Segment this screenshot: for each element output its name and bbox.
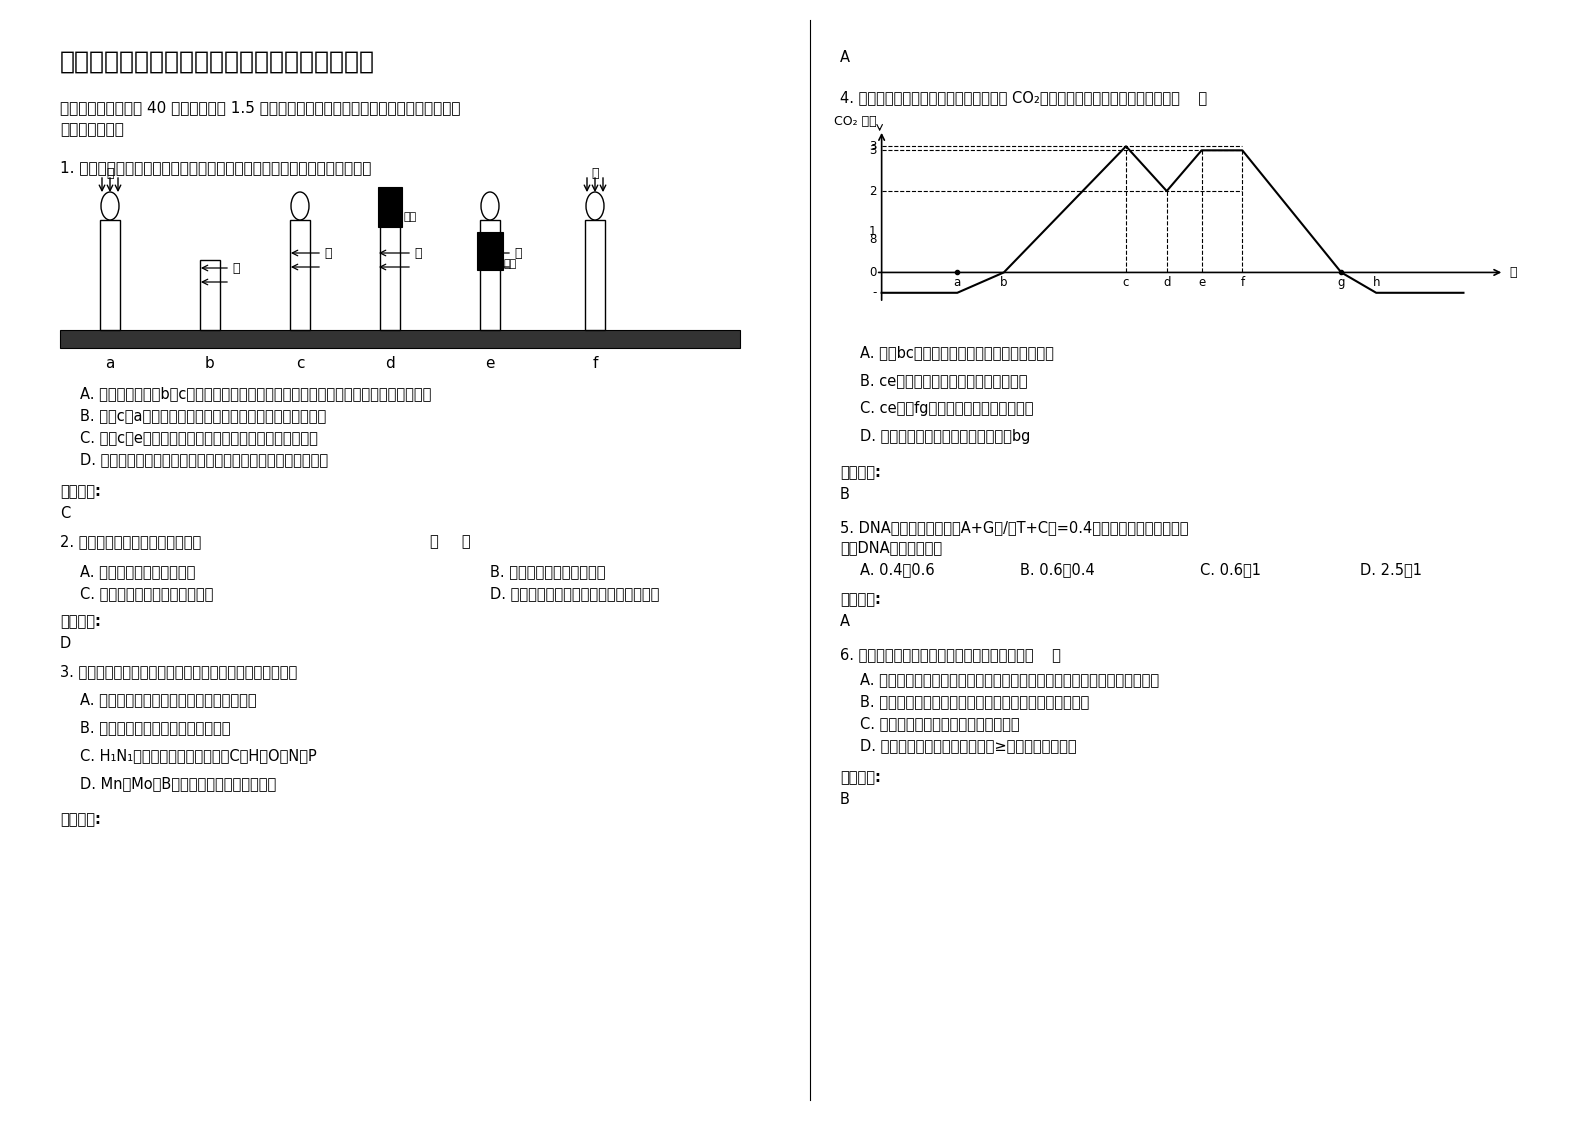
Text: 参考答案:: 参考答案: <box>840 770 881 785</box>
Text: 参考答案:: 参考答案: <box>60 484 102 499</box>
Text: A. 逐级递减的原因之一是：总有一部分能量用于生物体的生长、发育、繁殖: A. 逐级递减的原因之一是：总有一部分能量用于生物体的生长、发育、繁殖 <box>860 672 1159 687</box>
Text: C. H₁N₁病毒和桃树共有的元素有C、H、O、N、P: C. H₁N₁病毒和桃树共有的元素有C、H、O、N、P <box>79 748 317 763</box>
Text: a: a <box>954 276 960 289</box>
Bar <box>478 231 503 269</box>
Text: d: d <box>386 356 395 371</box>
Bar <box>378 187 402 227</box>
Text: B: B <box>840 487 851 502</box>
Bar <box>60 330 740 348</box>
Text: CO₂ 吸收: CO₂ 吸收 <box>835 114 876 128</box>
Text: 一、选择题（本题共 40 小题，每小题 1.5 分。在每小题给出的四个选项中，只有一项是符合: 一、选择题（本题共 40 小题，每小题 1.5 分。在每小题给出的四个选项中，只… <box>60 100 460 114</box>
Text: B. 设置c和a对照时，说明单侧光照是植物向光性产生的外因: B. 设置c和a对照时，说明单侧光照是植物向光性产生的外因 <box>79 408 327 423</box>
Text: C. ce段与fg段光合速率下降的原因相同: C. ce段与fg段光合速率下降的原因相同 <box>860 401 1033 416</box>
Text: 8: 8 <box>870 233 876 247</box>
Text: D. 2.5和1: D. 2.5和1 <box>1360 562 1422 577</box>
Text: 参考答案:: 参考答案: <box>60 812 102 827</box>
Text: e: e <box>486 356 495 371</box>
Text: A. 生物体内含有的元素都是生物体所必需的: A. 生物体内含有的元素都是生物体所必需的 <box>79 692 257 707</box>
Text: B. ce段下降主要是由于气孔关闭造成的: B. ce段下降主要是由于气孔关闭造成的 <box>860 373 1027 388</box>
Text: 参考答案:: 参考答案: <box>60 614 102 629</box>
Text: C: C <box>60 506 70 521</box>
Bar <box>290 220 309 330</box>
Text: B. 直接以低营养级的生物为食将消耗生态系统更少的能量: B. 直接以低营养级的生物为食将消耗生态系统更少的能量 <box>860 695 1089 709</box>
Text: g: g <box>1338 276 1346 289</box>
Text: 1. 下列组图是研究植物向性运动与生长素之间的关系，其相关说法错误的是: 1. 下列组图是研究植物向性运动与生长素之间的关系，其相关说法错误的是 <box>60 160 371 175</box>
Text: 锡箔: 锡箔 <box>505 259 517 269</box>
Text: B. 0.6和0.4: B. 0.6和0.4 <box>1020 562 1095 577</box>
Text: B: B <box>840 792 851 807</box>
Text: D. 上述实验中，所选用的植物胚芽鞘必须是同一物种的胚芽鞘: D. 上述实验中，所选用的植物胚芽鞘必须是同一物种的胚芽鞘 <box>79 452 329 467</box>
Text: 2. 关于酶的表述，全面而准确的是: 2. 关于酶的表述，全面而准确的是 <box>60 534 202 549</box>
Text: 光: 光 <box>106 167 114 180</box>
Text: A: A <box>840 50 851 65</box>
Text: C. 0.6和1: C. 0.6和1 <box>1200 562 1262 577</box>
Text: （     ）: （ ） <box>430 534 471 549</box>
Text: b: b <box>205 356 214 371</box>
Bar <box>479 220 500 330</box>
Text: 光: 光 <box>324 247 332 259</box>
Text: 3. 下列有关组成生物体细胞的化学元素的叙述中，错误的是: 3. 下列有关组成生物体细胞的化学元素的叙述中，错误的是 <box>60 664 297 679</box>
Text: c: c <box>1124 276 1130 289</box>
Text: A. 酶不能脱离生物体起作用: A. 酶不能脱离生物体起作用 <box>79 564 195 579</box>
Text: C. 各营养级总有一部分流向下一营养级: C. 各营养级总有一部分流向下一营养级 <box>860 716 1019 732</box>
Bar <box>100 220 121 330</box>
Text: 时: 时 <box>1509 266 1517 279</box>
Text: D. 生态系统中生产者得到的能量≥消费者得到的能量: D. 生态系统中生产者得到的能量≥消费者得到的能量 <box>860 738 1076 753</box>
Bar <box>379 220 400 330</box>
Text: 光: 光 <box>414 247 422 259</box>
Text: b: b <box>1000 276 1008 289</box>
Text: 题目要求的。）: 题目要求的。） <box>60 122 124 137</box>
Text: 光: 光 <box>514 247 522 259</box>
Ellipse shape <box>290 192 309 220</box>
Text: D. 该植物进行光合作用的时间区段是bg: D. 该植物进行光合作用的时间区段是bg <box>860 429 1030 444</box>
Text: -: - <box>873 286 876 300</box>
Text: 整个DNA分子中分别是: 整个DNA分子中分别是 <box>840 540 943 555</box>
Text: A. 影响bc段光合速率的外界因素只有光照强度: A. 影响bc段光合速率的外界因素只有光照强度 <box>860 344 1054 360</box>
Text: d: d <box>1163 276 1171 289</box>
Text: C. 酶与无机催化剂没有本质区别: C. 酶与无机催化剂没有本质区别 <box>79 586 213 601</box>
Text: e: e <box>1198 276 1205 289</box>
Text: B. 组成生物体的最基本元素是碳元素: B. 组成生物体的最基本元素是碳元素 <box>79 720 230 735</box>
Text: D: D <box>60 636 71 651</box>
Text: A: A <box>840 614 851 629</box>
Ellipse shape <box>102 192 119 220</box>
Text: 光: 光 <box>592 167 598 180</box>
Ellipse shape <box>381 192 398 220</box>
Ellipse shape <box>586 192 605 220</box>
Text: 3: 3 <box>870 140 876 153</box>
Ellipse shape <box>481 192 498 220</box>
Text: B. 酶的化学本质都是蛋白质: B. 酶的化学本质都是蛋白质 <box>490 564 606 579</box>
Text: f: f <box>1241 276 1244 289</box>
Text: D. Mn、Mo、B都是组成生物体的微量元素: D. Mn、Mo、B都是组成生物体的微量元素 <box>79 776 276 791</box>
Text: 参考答案:: 参考答案: <box>840 592 881 607</box>
Bar <box>586 220 605 330</box>
Text: 0: 0 <box>870 266 876 279</box>
Text: 3: 3 <box>870 144 876 157</box>
Text: a: a <box>105 356 114 371</box>
Text: f: f <box>592 356 598 371</box>
Text: A. 0.4和0.6: A. 0.4和0.6 <box>860 562 935 577</box>
Text: 5. DNA分子的一条链中（A+G）/（T+C）=0.4，上述比例在其互补链和: 5. DNA分子的一条链中（A+G）/（T+C）=0.4，上述比例在其互补链和 <box>840 519 1189 535</box>
Text: 锡箔: 锡箔 <box>405 212 417 222</box>
Text: A. 设置的实验组为b和c对照时，说明植物的向光性与胚芽鞘尖端的存在与否有直接关系: A. 设置的实验组为b和c对照时，说明植物的向光性与胚芽鞘尖端的存在与否有直接关… <box>79 386 432 401</box>
Text: D. 酶是活细胞产生的有催化作用的有机物: D. 酶是活细胞产生的有催化作用的有机物 <box>490 586 659 601</box>
Text: 2: 2 <box>870 184 876 197</box>
Text: 参考答案:: 参考答案: <box>840 465 881 480</box>
Text: C. 设置c和e对照时，说明胚芽鞘感受光刺激的部位在尖端: C. 设置c和e对照时，说明胚芽鞘感受光刺激的部位在尖端 <box>79 430 317 445</box>
Text: h: h <box>1373 276 1381 289</box>
Text: 4. 下图为某种植物在夏季晴天的一昼夜内 CO₂吸收量的变化情况，正确的判断是（    ）: 4. 下图为某种植物在夏季晴天的一昼夜内 CO₂吸收量的变化情况，正确的判断是（… <box>840 90 1208 105</box>
Text: 6. 下列对生态系统中能量流动的叙述正确的是（    ）: 6. 下列对生态系统中能量流动的叙述正确的是（ ） <box>840 647 1060 662</box>
Text: c: c <box>295 356 305 371</box>
Text: 1: 1 <box>870 226 876 238</box>
Bar <box>200 260 221 330</box>
Text: 光: 光 <box>232 261 240 275</box>
Text: 湖北省黄冈市云路中学高二生物联考试题含解析: 湖北省黄冈市云路中学高二生物联考试题含解析 <box>60 50 375 74</box>
